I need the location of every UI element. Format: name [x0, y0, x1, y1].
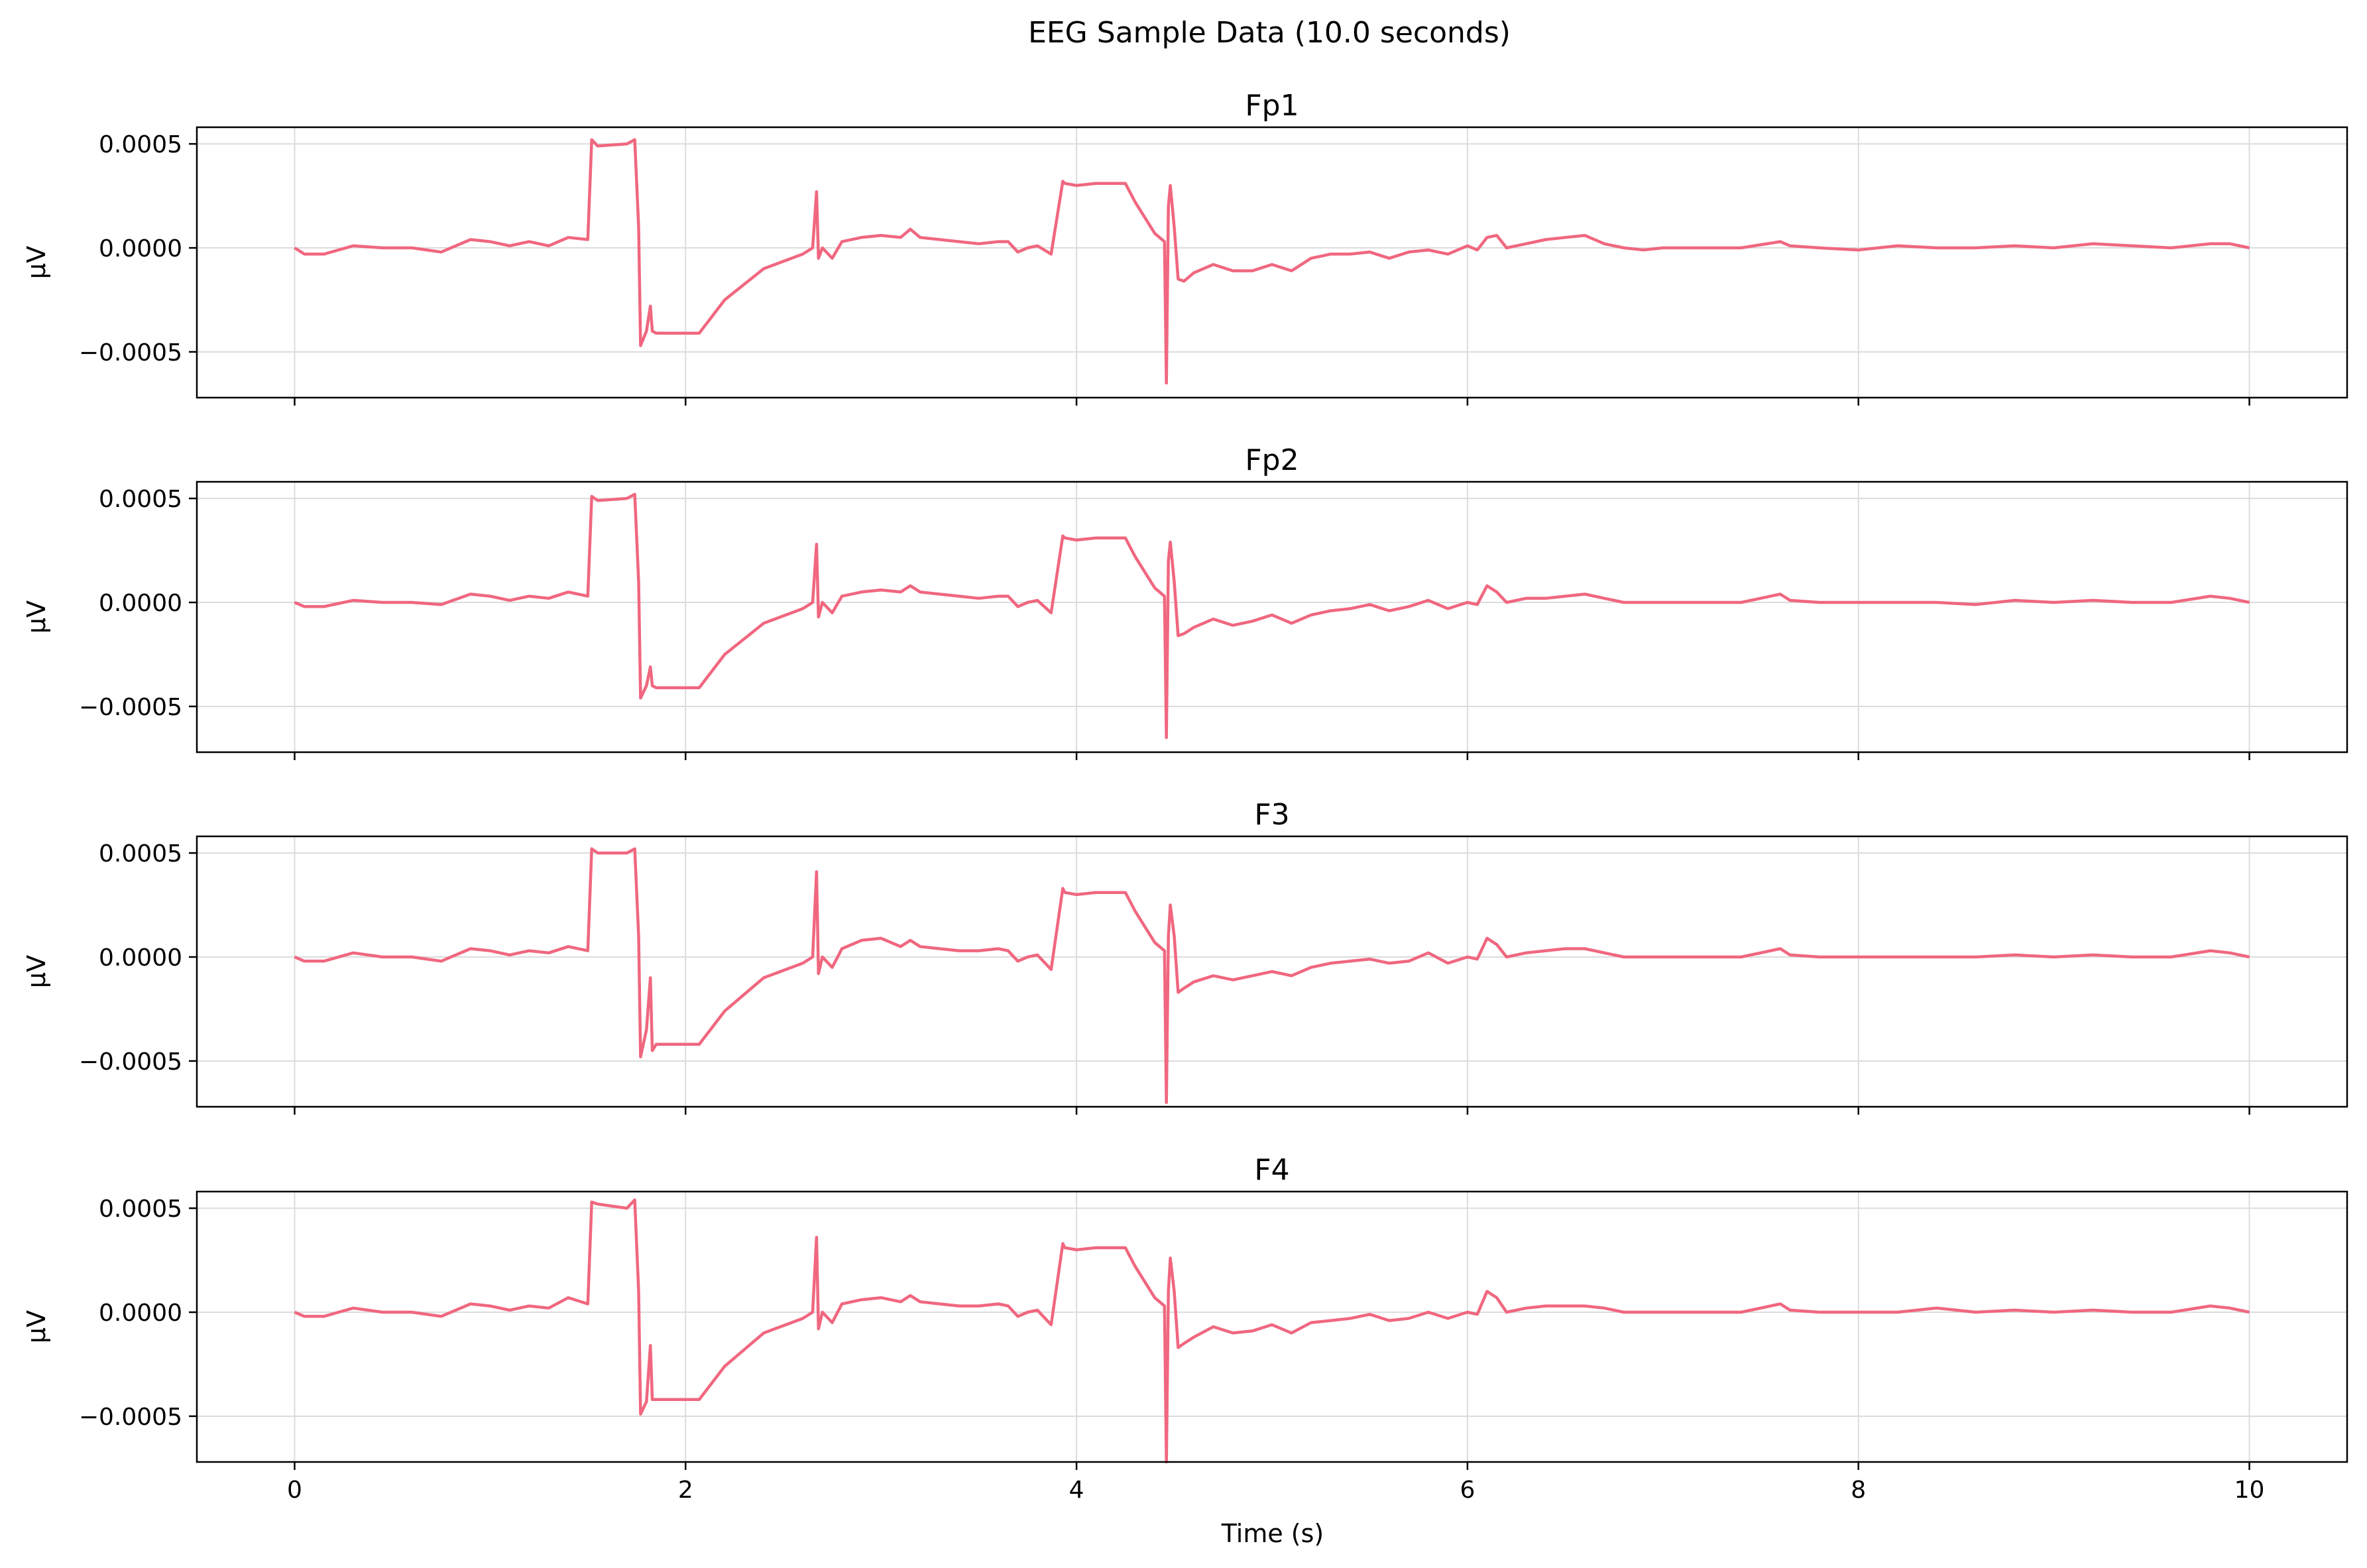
y-axis-label: μV: [22, 600, 51, 634]
y-axis-label: μV: [22, 246, 51, 279]
figure-title: EEG Sample Data (10.0 seconds): [1028, 16, 1511, 50]
y-axis-label: μV: [22, 1310, 51, 1343]
y-tick-label: 0.0000: [99, 590, 182, 617]
subplot-title: Fp1: [1245, 89, 1299, 123]
y-tick-label: 0.0005: [99, 840, 182, 868]
y-tick-label: −0.0005: [79, 694, 182, 721]
x-tick-label: 0: [287, 1477, 302, 1504]
y-tick-label: 0.0005: [99, 131, 182, 158]
y-tick-label: 0.0005: [99, 486, 182, 513]
y-tick-label: −0.0005: [79, 1404, 182, 1431]
subplot-title: Fp2: [1245, 443, 1299, 477]
y-tick-label: 0.0000: [99, 235, 182, 262]
y-axis-label: μV: [22, 955, 51, 988]
y-tick-label: 0.0005: [99, 1196, 182, 1223]
x-tick-label: 8: [1851, 1477, 1866, 1504]
x-tick-label: 4: [1069, 1477, 1084, 1504]
x-axis-label: Time (s): [1221, 1519, 1324, 1548]
x-tick-label: 2: [678, 1477, 693, 1504]
y-tick-label: −0.0005: [79, 339, 182, 366]
subplot-title: F4: [1254, 1153, 1289, 1187]
x-tick-label: 10: [2234, 1477, 2265, 1504]
x-tick-label: 6: [1460, 1477, 1475, 1504]
y-tick-label: −0.0005: [79, 1048, 182, 1076]
y-tick-label: 0.0000: [99, 944, 182, 972]
subplot-title: F3: [1254, 798, 1289, 832]
y-tick-label: 0.0000: [99, 1300, 182, 1327]
